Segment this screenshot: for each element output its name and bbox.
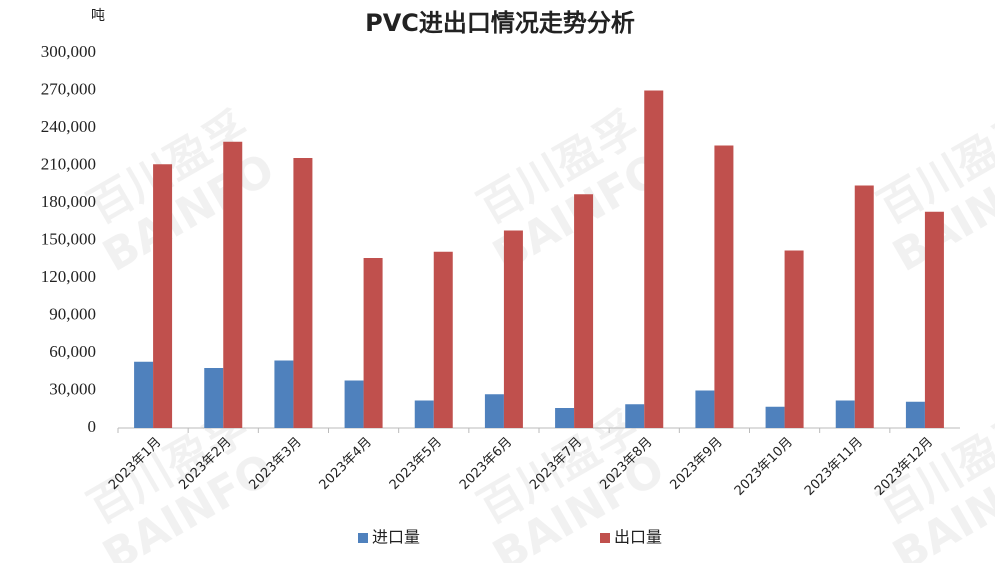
bar [784, 250, 804, 428]
bar [414, 400, 434, 428]
legend-label: 进口量 [372, 528, 420, 547]
legend-swatch [600, 533, 610, 543]
bar [503, 230, 523, 428]
bar [134, 361, 154, 428]
bar [433, 251, 453, 428]
bar [344, 380, 364, 428]
bar [905, 401, 925, 428]
unit-label: 吨 [91, 8, 105, 24]
bar [363, 258, 383, 428]
x-tick-label: 2023年9月 [667, 435, 725, 493]
legend-swatch [358, 533, 368, 543]
bar [274, 360, 294, 428]
bar [574, 194, 594, 428]
y-tick-label: 210,000 [41, 154, 96, 173]
y-tick-label: 60,000 [49, 342, 96, 361]
bar [625, 404, 645, 428]
y-tick-label: 300,000 [41, 42, 96, 61]
bar [555, 408, 575, 428]
chart-title: PVC进出口情况走势分析 [365, 9, 635, 37]
bar [854, 185, 874, 428]
y-tick-label: 0 [88, 417, 97, 436]
y-tick-label: 150,000 [41, 229, 96, 248]
y-tick-label: 240,000 [41, 117, 96, 136]
y-tick-label: 270,000 [41, 79, 96, 98]
x-tick-label: 2023年4月 [317, 435, 375, 493]
bar [714, 145, 734, 428]
bar [835, 400, 855, 428]
bar [204, 368, 224, 428]
x-tick-label: 2023年10月 [732, 435, 796, 499]
y-tick-label: 120,000 [41, 267, 96, 286]
x-tick-label: 2023年11月 [802, 435, 866, 499]
bar [644, 90, 664, 428]
bar [924, 211, 944, 428]
bar [223, 141, 243, 428]
bar [765, 406, 785, 428]
bar [153, 164, 173, 428]
bar [293, 158, 313, 428]
bar [484, 394, 504, 428]
y-tick-label: 180,000 [41, 192, 96, 211]
x-tick-label: 2023年5月 [387, 435, 445, 493]
legend-label: 出口量 [614, 528, 662, 547]
y-tick-label: 30,000 [49, 379, 96, 398]
y-tick-label: 90,000 [49, 304, 96, 323]
bar [695, 390, 715, 428]
